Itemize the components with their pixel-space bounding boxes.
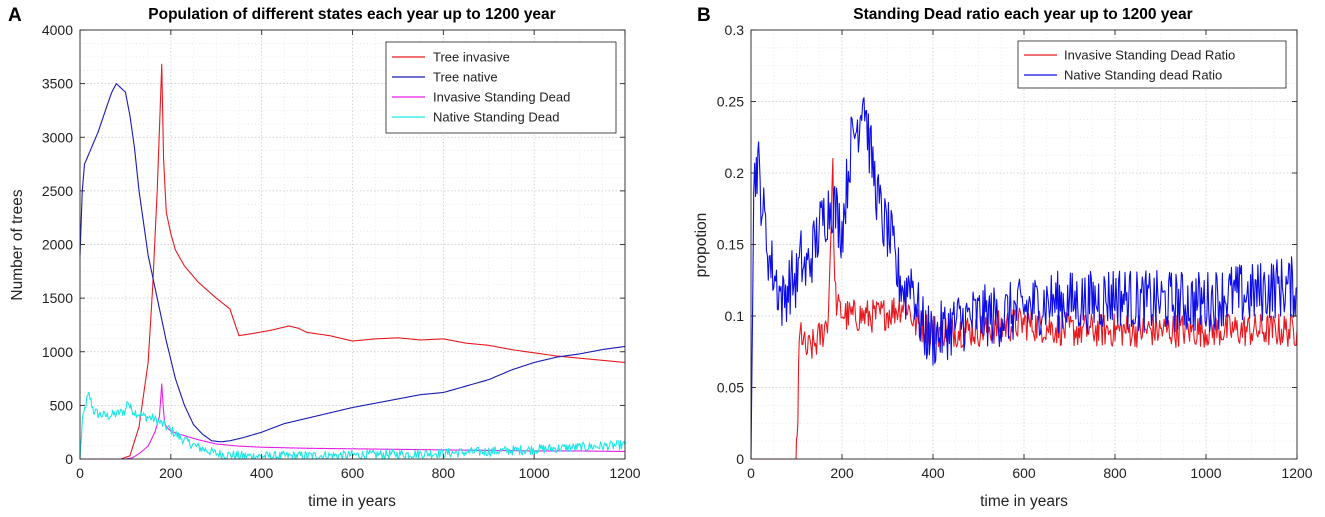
y-tick-label: 0.2: [725, 165, 745, 181]
series-line-invasive-standing-dead-ratio: [751, 157, 1298, 460]
x-tick-label: 800: [1103, 465, 1127, 481]
series-line-tree-invasive: [80, 63, 626, 460]
x-tick-label: 0: [76, 465, 84, 481]
y-tick-label: 3500: [42, 76, 73, 92]
x-tick-label: 800: [432, 465, 456, 481]
panel-a-letter: A: [8, 5, 22, 26]
legend-label-invasive-standing-dead: Invasive Standing Dead: [433, 90, 570, 105]
series-line-native-standing-dead-ratio: [750, 97, 1298, 460]
x-tick-label: 1200: [1281, 465, 1312, 481]
chart-a-series: [79, 63, 626, 460]
x-tick-label: 400: [921, 465, 945, 481]
y-tick-label: 500: [50, 397, 74, 413]
y-tick-label: 0.05: [717, 380, 744, 396]
y-tick-label: 2000: [42, 237, 73, 253]
y-tick-label: 0: [65, 451, 73, 467]
chart-b-legend: Invasive Standing Dead Ratio Native Stan…: [1017, 40, 1287, 89]
y-tick-label: 0: [736, 451, 744, 467]
series-line-tree-native: [79, 83, 626, 443]
legend-label-tree-invasive: Tree invasive: [433, 50, 510, 65]
chart-b-series: [750, 97, 1298, 460]
x-tick-label: 1000: [519, 465, 550, 481]
chart-b: B Standing Dead ratio each year up to 12…: [693, 5, 1313, 510]
chart-a: A Population of different states each ye…: [8, 5, 641, 510]
legend-label-invasive-ratio: Invasive Standing Dead Ratio: [1064, 48, 1235, 63]
x-tick-label: 200: [830, 465, 854, 481]
chart-a-axes: 0 200 400 600 800 1000 1200 0 500 1000 1500 2000 250…: [42, 22, 641, 481]
chart-b-xlabel: time in years: [980, 493, 1068, 510]
chart-b-title: Standing Dead ratio each year up to 1200…: [853, 6, 1192, 23]
y-tick-label: 3000: [42, 129, 73, 145]
x-tick-label: 1000: [1190, 465, 1221, 481]
y-tick-label: 0.15: [717, 237, 744, 253]
series-line-native-standing-dead: [79, 391, 626, 460]
x-tick-label: 600: [1012, 465, 1036, 481]
legend-label-tree-native: Tree native: [433, 70, 498, 85]
chart-b-ylabel: propotion: [693, 213, 710, 278]
x-tick-label: 600: [341, 465, 365, 481]
x-tick-label: 200: [159, 465, 183, 481]
y-tick-label: 1500: [42, 290, 73, 306]
chart-a-ylabel: Number of trees: [9, 189, 26, 300]
legend-label-native-ratio: Native Standing dead Ratio: [1064, 68, 1222, 83]
y-tick-label: 1000: [42, 344, 73, 360]
x-tick-label: 1200: [609, 465, 640, 481]
y-tick-label: 0.25: [717, 94, 744, 110]
chart-a-title: Population of different states each year…: [148, 6, 555, 23]
chart-b-axes: 0 200 400 600 800 1000 1200 0 0.05 0.1 0.15 0.2 0.25…: [717, 22, 1313, 481]
y-tick-label: 2500: [42, 183, 73, 199]
chart-a-xlabel: time in years: [308, 493, 396, 510]
chart-b-legend-box: [1017, 40, 1287, 89]
y-tick-label: 0.3: [725, 22, 745, 38]
chart-a-legend: Tree invasive Tree native Invasive Stand…: [385, 41, 617, 134]
x-tick-label: 400: [250, 465, 274, 481]
x-tick-label: 0: [747, 465, 755, 481]
y-tick-label: 4000: [42, 22, 73, 38]
panel-b-letter: B: [697, 5, 711, 26]
y-tick-label: 0.1: [725, 308, 745, 324]
legend-label-native-standing-dead: Native Standing Dead: [433, 110, 559, 125]
